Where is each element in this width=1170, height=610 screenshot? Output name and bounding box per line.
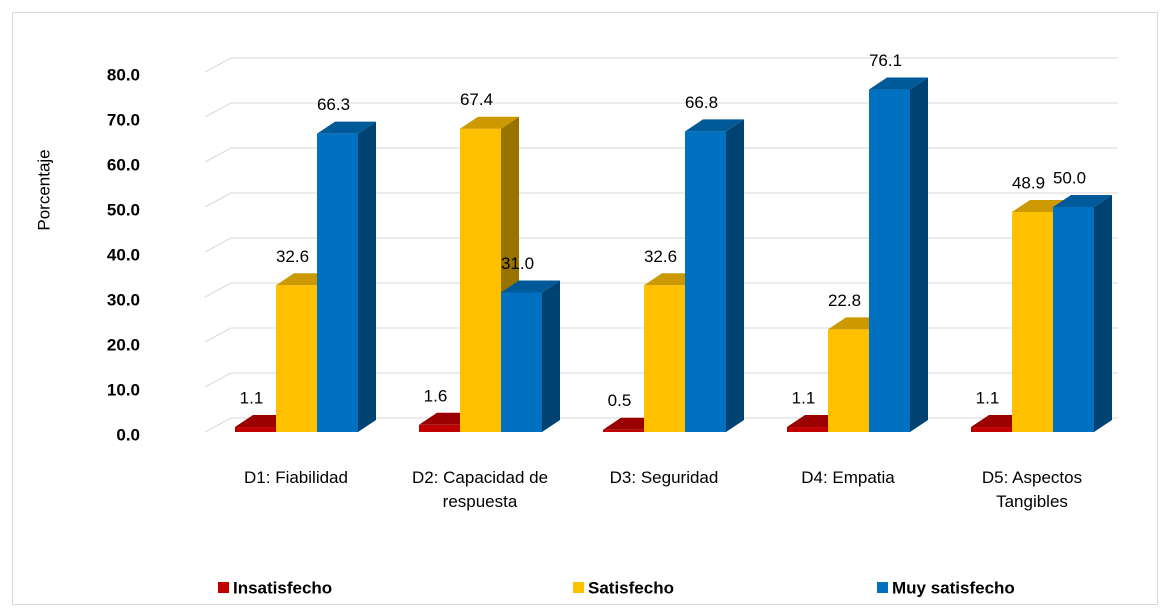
bar	[869, 89, 910, 433]
x-tick-label: D3: Seguridad	[609, 468, 719, 487]
data-label: 1.1	[792, 389, 816, 408]
x-tick-label: D2: Capacidad de respuesta	[411, 468, 549, 511]
y-tick-label: 40.0	[107, 245, 140, 264]
data-label: 48.9	[1012, 173, 1045, 192]
bar	[1012, 211, 1053, 432]
data-label: 0.5	[608, 391, 632, 410]
bar-top	[317, 121, 376, 134]
y-tick-label: 50.0	[107, 200, 140, 219]
chart-border	[12, 12, 1158, 605]
bar-side	[726, 119, 744, 433]
bar-top	[685, 119, 744, 132]
bar	[971, 427, 1012, 432]
data-label: 31.0	[501, 254, 534, 273]
grid-line	[204, 327, 1118, 343]
legend-marker	[218, 582, 229, 593]
grid-line	[204, 147, 1118, 163]
bar	[235, 427, 276, 432]
y-tick-label: 10.0	[107, 380, 140, 399]
bar-top	[501, 280, 560, 293]
legend-marker	[573, 582, 584, 593]
grid-line	[204, 372, 1118, 388]
data-label: 1.1	[976, 389, 1000, 408]
data-label: 32.6	[276, 247, 309, 266]
y-tick-label: 70.0	[107, 110, 140, 129]
bar	[460, 128, 501, 432]
grid-line	[204, 282, 1118, 298]
data-label: 50.0	[1053, 168, 1086, 187]
legend-label: Insatisfecho	[233, 578, 332, 597]
bar-side	[1094, 195, 1112, 432]
bar-top	[869, 77, 928, 90]
bar	[828, 329, 869, 432]
data-label: 66.8	[685, 93, 718, 112]
data-label: 76.1	[869, 51, 902, 70]
y-tick-label: 80.0	[107, 65, 140, 84]
grid-line	[204, 192, 1118, 208]
y-tick-label: 30.0	[107, 290, 140, 309]
data-label: 32.6	[644, 247, 677, 266]
grid-line	[204, 57, 1118, 73]
bar-side	[542, 280, 560, 432]
legend-label: Muy satisfecho	[892, 578, 1015, 597]
x-tick-label: D4: Empatia	[801, 468, 895, 487]
bar	[787, 427, 828, 432]
bar	[419, 424, 460, 432]
x-tick-label: D1: Fiabilidad	[244, 468, 348, 487]
bar	[1053, 207, 1094, 432]
data-label: 67.4	[460, 90, 493, 109]
y-tick-label: 60.0	[107, 155, 140, 174]
bar	[501, 292, 542, 432]
bar	[317, 133, 358, 432]
bar-top	[1053, 195, 1112, 207]
bar	[685, 131, 726, 432]
x-tick-label: D5: Aspectos Tangibles	[981, 468, 1083, 511]
data-label: 1.1	[240, 389, 264, 408]
bar-side	[910, 77, 928, 433]
grid-line	[204, 102, 1118, 118]
data-label: 1.6	[424, 386, 448, 405]
y-tick-label: 20.0	[107, 335, 140, 354]
y-axis-label: Porcentaje	[34, 149, 53, 230]
bar	[276, 285, 317, 432]
bar-top	[460, 116, 519, 129]
data-label: 66.3	[317, 95, 350, 114]
grid-line	[204, 237, 1118, 253]
legend-label: Satisfecho	[588, 578, 674, 597]
legend-marker	[877, 582, 888, 593]
bar-side	[358, 121, 376, 433]
bar	[644, 285, 685, 432]
bar	[603, 429, 644, 432]
data-label: 22.8	[828, 291, 861, 310]
y-tick-label: 0.0	[116, 425, 140, 444]
